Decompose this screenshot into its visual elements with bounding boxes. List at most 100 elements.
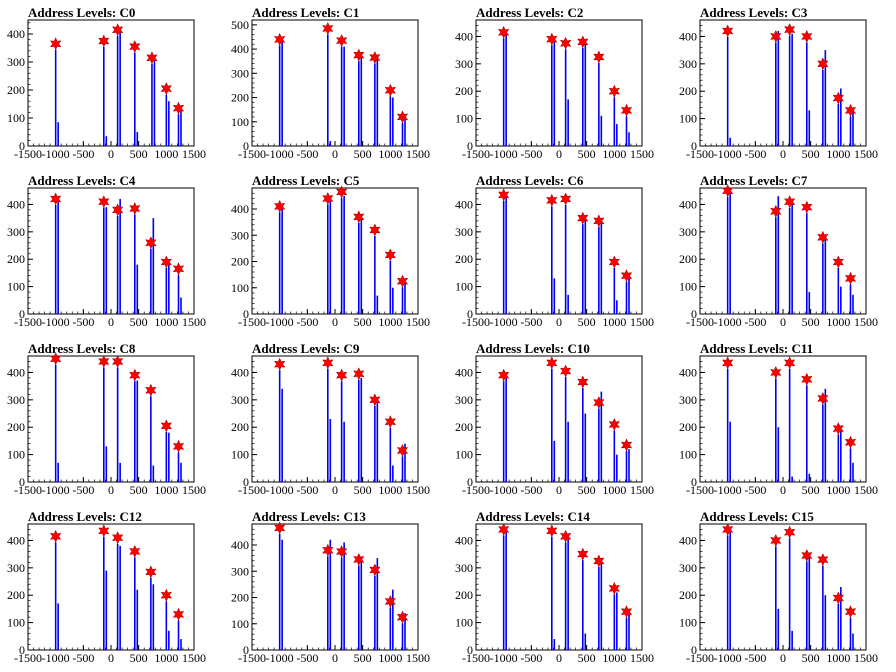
peak-marker — [497, 368, 510, 382]
y-tick-label: 400 — [7, 197, 25, 211]
chart-title: Address Levels: C5 — [252, 173, 360, 188]
x-tick-label: 500 — [130, 315, 148, 329]
x-tick-label: 0 — [780, 651, 786, 665]
x-tick-label: 1000 — [154, 483, 178, 497]
chart-panel-7: Address Levels: C7 0 100 200 300 400 -1500 -100… — [679, 173, 878, 329]
peak-marker — [335, 544, 348, 559]
peak-marker — [145, 565, 157, 579]
y-tick-label: 0 — [691, 643, 697, 657]
y-tick-label: 200 — [455, 420, 473, 434]
chart-panel-10: Address Levels: C10 0 100 200 300 400 -1500 -10… — [455, 341, 654, 497]
x-tick-label: -1000 — [266, 147, 294, 161]
y-tick-label: 0 — [19, 307, 25, 321]
y-tick-label: 400 — [679, 197, 697, 211]
peak-marker — [844, 605, 857, 619]
y-tick-label: 0 — [19, 139, 25, 153]
peak-marker — [577, 547, 589, 561]
peak-marker — [593, 554, 605, 568]
x-tick-label: -1000 — [714, 483, 742, 497]
peak-marker — [546, 524, 558, 538]
peak-marker — [145, 383, 157, 397]
x-tick-label: 0 — [556, 483, 562, 497]
y-tick-label: 300 — [7, 393, 25, 407]
x-tick-label: 1500 — [854, 147, 878, 161]
x-tick-label: -1000 — [42, 651, 70, 665]
peak-marker — [844, 103, 857, 118]
peak-marker — [111, 203, 124, 217]
peak-marker — [98, 354, 110, 369]
peak-marker — [817, 552, 829, 567]
x-tick-label: 1500 — [406, 315, 430, 329]
x-tick-label: 1000 — [378, 651, 402, 665]
peak-marker — [273, 199, 286, 214]
x-tick-label: -500 — [72, 483, 94, 497]
y-tick-label: 200 — [231, 255, 249, 269]
x-tick-label: 1000 — [154, 147, 178, 161]
y-tick-label: 400 — [455, 365, 473, 379]
peak-marker — [384, 248, 397, 262]
x-tick-label: -1000 — [266, 651, 294, 665]
peak-marker — [832, 421, 845, 436]
x-tick-label: 1000 — [826, 483, 850, 497]
y-tick-label: 200 — [455, 588, 473, 602]
x-tick-label: -1000 — [490, 651, 518, 665]
y-tick-label: 200 — [455, 252, 473, 266]
peak-marker — [844, 271, 857, 286]
x-tick-label: -1500 — [238, 483, 266, 497]
y-tick-label: 300 — [679, 225, 697, 239]
x-tick-label: -1500 — [14, 651, 42, 665]
x-tick-label: 0 — [332, 315, 338, 329]
peak-marker — [817, 57, 829, 71]
y-tick-label: 300 — [231, 228, 249, 242]
peak-marker — [497, 188, 510, 202]
x-tick-label: -500 — [296, 147, 318, 161]
x-tick-label: -1500 — [462, 651, 490, 665]
peak-marker — [396, 274, 409, 288]
peak-marker — [577, 375, 589, 389]
y-tick-label: 200 — [231, 591, 249, 605]
y-tick-label: 400 — [455, 29, 473, 43]
x-tick-label: 1500 — [630, 483, 654, 497]
y-tick-label: 100 — [679, 616, 697, 630]
x-tick-label: -1500 — [238, 315, 266, 329]
peak-marker — [111, 354, 124, 369]
peak-marker — [497, 25, 510, 39]
x-tick-label: -1000 — [490, 483, 518, 497]
chart-panel-12: Address Levels: C12 0 100 200 300 400 -1500 -10… — [7, 509, 206, 665]
peak-marker — [559, 364, 572, 378]
y-tick-label: 400 — [455, 533, 473, 547]
x-tick-label: 500 — [354, 147, 372, 161]
x-tick-label: -1500 — [686, 315, 714, 329]
peak-marker — [593, 50, 605, 64]
peak-marker — [801, 29, 813, 44]
y-tick-label: 100 — [231, 281, 249, 295]
y-tick-label: 100 — [679, 280, 697, 294]
y-tick-label: 0 — [691, 139, 697, 153]
peak-marker — [98, 195, 110, 209]
peak-marker — [783, 195, 796, 209]
peak-marker — [620, 269, 633, 283]
y-tick-label: 100 — [7, 448, 25, 462]
y-tick-label: 100 — [7, 111, 25, 125]
peak-marker — [49, 352, 62, 366]
peak-marker — [608, 417, 621, 432]
peak-marker — [160, 419, 173, 433]
x-tick-label: -500 — [520, 483, 542, 497]
peak-marker — [273, 521, 286, 535]
peak-marker — [620, 103, 633, 118]
peak-marker — [620, 605, 633, 619]
peak-marker — [273, 32, 286, 46]
peak-marker — [783, 22, 796, 37]
x-tick-label: 500 — [578, 315, 596, 329]
peak-marker — [111, 531, 124, 545]
peak-marker — [322, 356, 334, 370]
chart-panel-1: Address Levels: C10100200300400500-1500-… — [231, 5, 430, 161]
peak-marker — [129, 201, 141, 216]
x-tick-label: -1000 — [714, 315, 742, 329]
y-tick-label: 200 — [7, 588, 25, 602]
x-tick-label: 500 — [578, 651, 596, 665]
x-tick-label: -1000 — [490, 147, 518, 161]
x-tick-label: 0 — [332, 651, 338, 665]
peak-marker — [160, 81, 173, 96]
